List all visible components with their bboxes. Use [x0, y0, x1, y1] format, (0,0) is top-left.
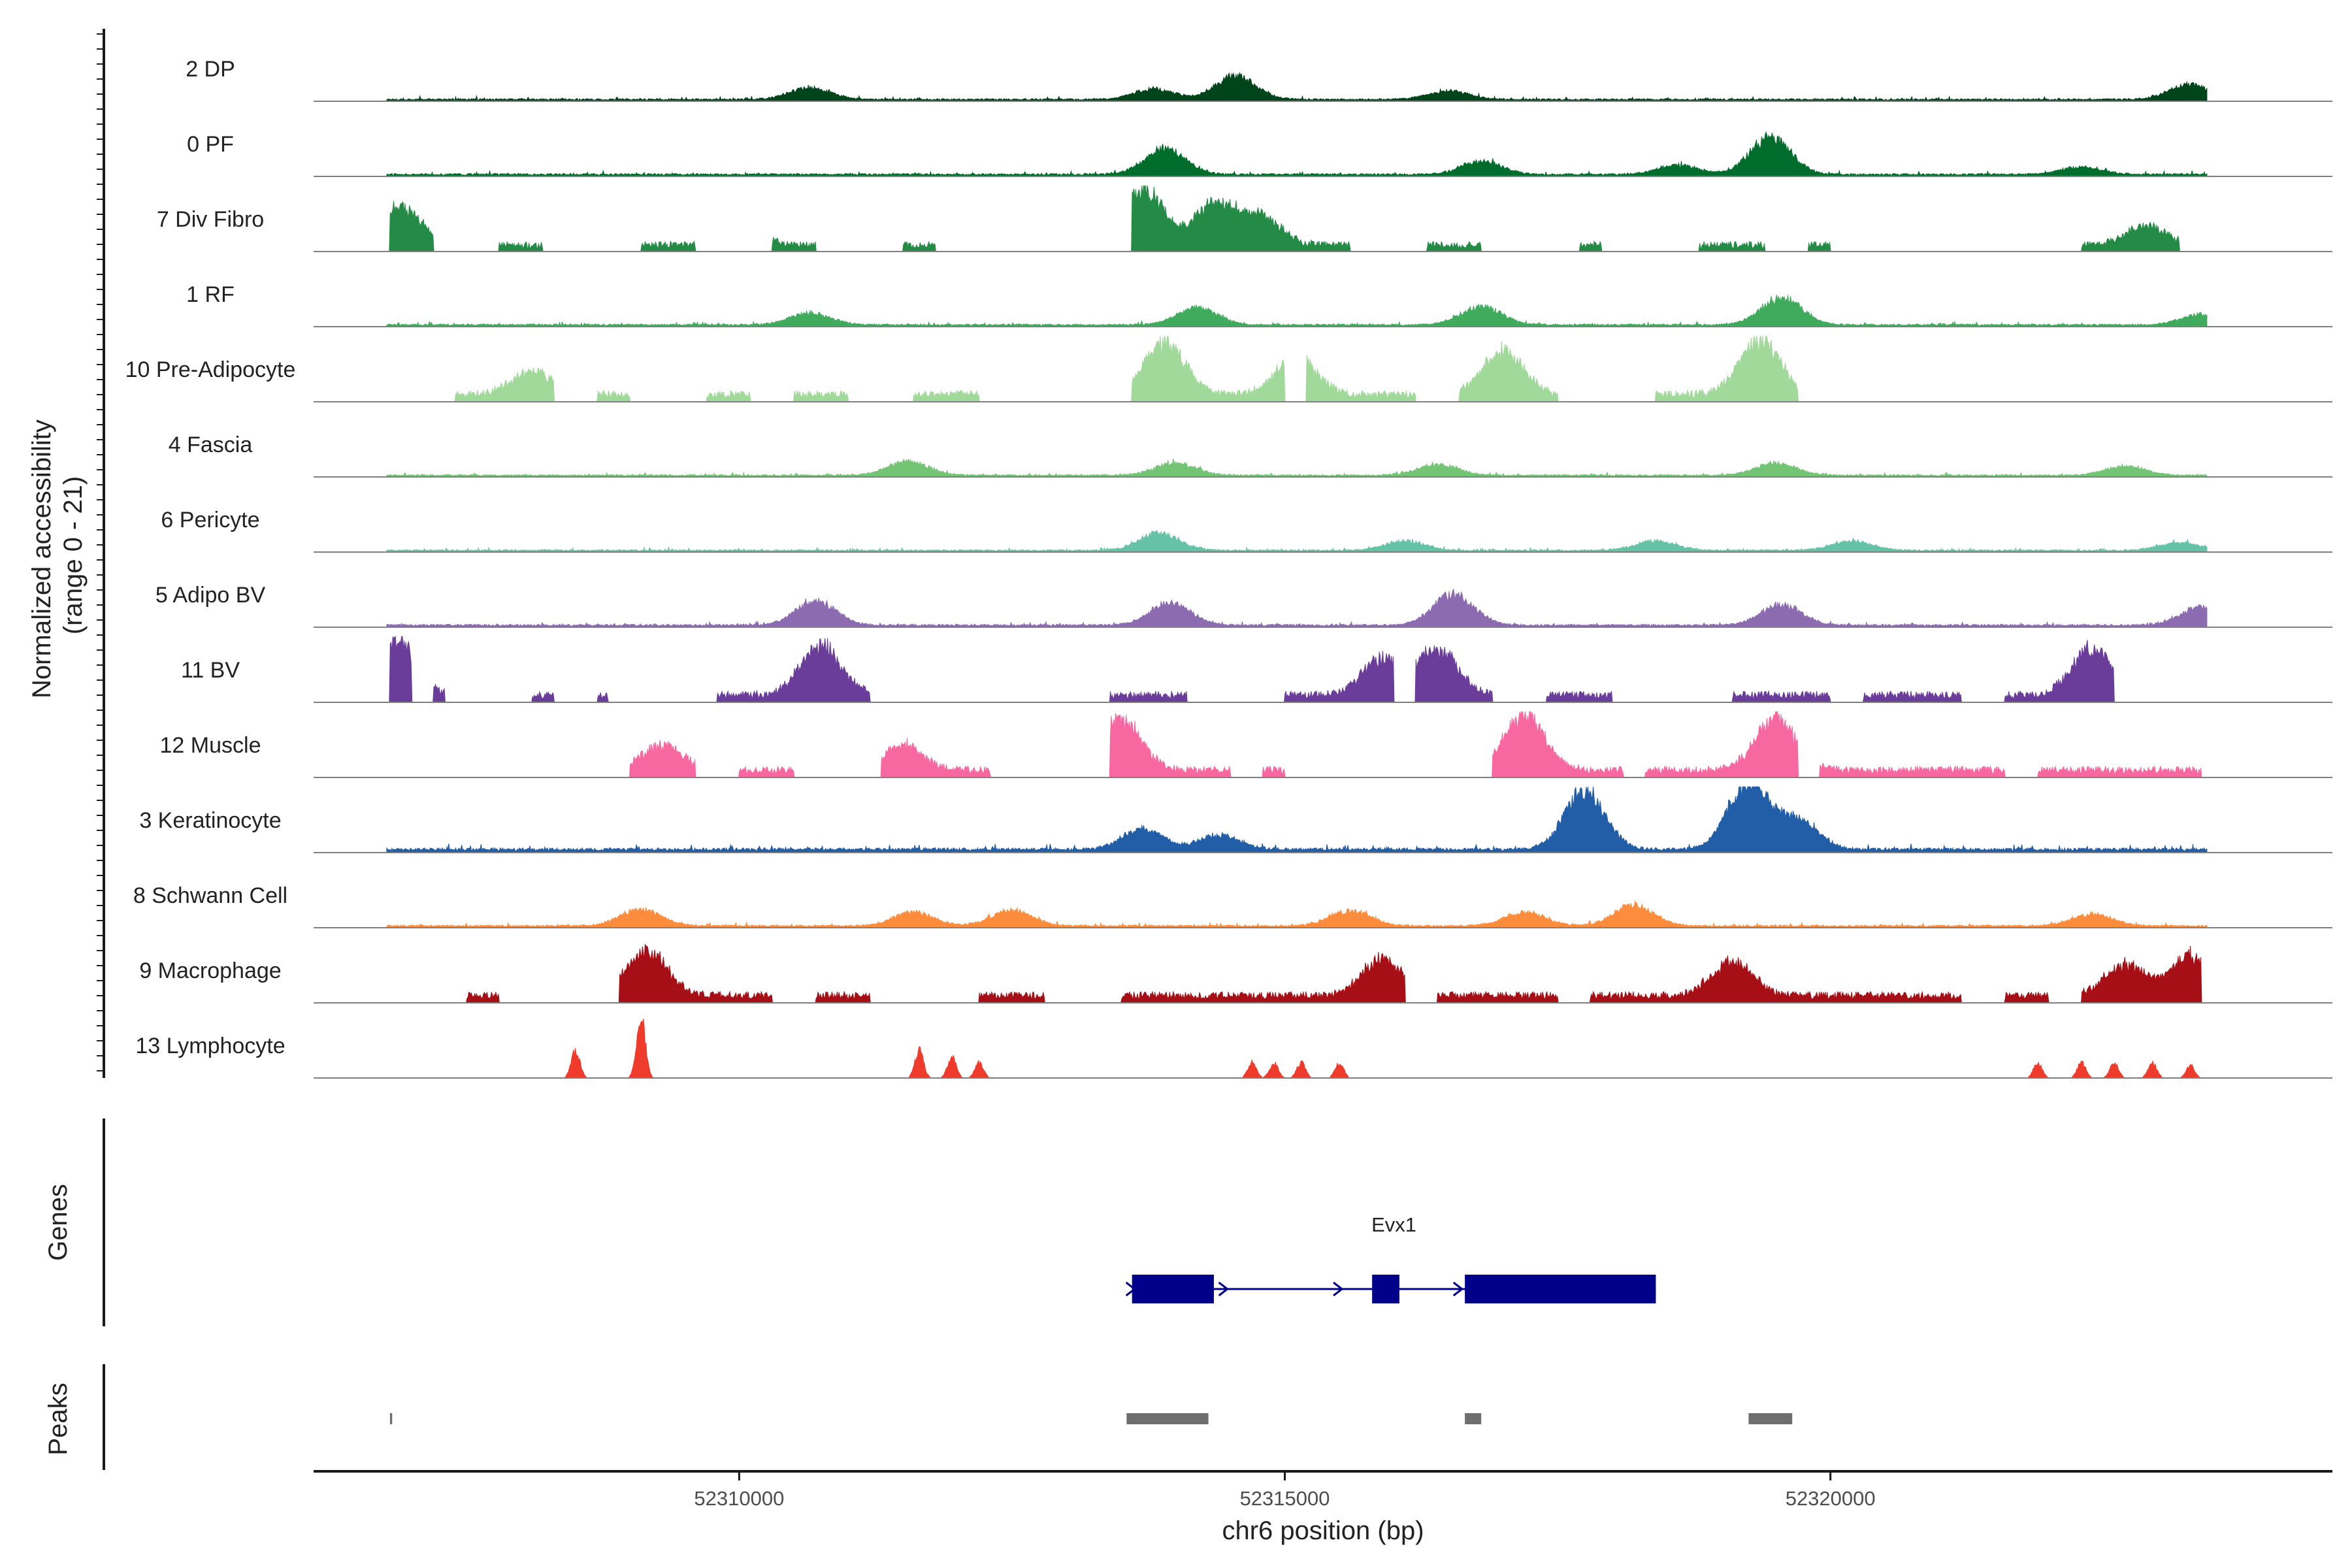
peak-region: [389, 1413, 393, 1424]
track-13-lymphocyte: 13 Lymphocyte: [135, 1019, 2332, 1079]
coverage-y-title-line1: Normalized accessibility: [27, 419, 56, 698]
coverage-area-3-keratinocyte: [386, 786, 2208, 853]
gene-exon: [1465, 1275, 1656, 1303]
strand-arrow: [1218, 1281, 1230, 1297]
track-label-5-adipo-bv: 5 Adipo BV: [155, 583, 266, 608]
track-label-4-fascia: 4 Fascia: [169, 433, 253, 457]
gene-exon: [1372, 1275, 1399, 1303]
gene-name-label: Evx1: [1371, 1213, 1416, 1236]
track-8-schwann-cell: 8 Schwann Cell: [133, 883, 2332, 928]
coverage-y-ticks: [97, 33, 104, 1071]
coverage-area-6-pericyte: [386, 529, 2208, 553]
coverage-area-7-div-fibro: [386, 185, 2207, 252]
coverage-area-9-macrophage: [386, 943, 2207, 1004]
track-10-pre-adipocyte: 10 Pre-Adipocyte: [125, 335, 2332, 402]
coverage-area-13-lymphocyte: [386, 1019, 2207, 1079]
track-12-muscle: 12 Muscle: [160, 711, 2332, 778]
track-2-dp: 2 DP: [186, 57, 2332, 102]
gene-exon: [1132, 1275, 1214, 1303]
track-label-1-rf: 1 RF: [186, 282, 235, 307]
track-label-11-bv: 11 BV: [181, 658, 240, 683]
gene-exons: [1132, 1275, 1656, 1303]
strand-arrow: [1333, 1281, 1344, 1297]
x-axis-ticks: 52310000 52315000 52320000: [694, 1471, 1876, 1510]
coverage-area-0-pf: [386, 131, 2208, 177]
coverage-area-10-pre-adipocyte: [386, 335, 2207, 402]
x-tick-label: 52310000: [694, 1487, 784, 1510]
peak-region: [1748, 1413, 1793, 1424]
peaks-track: [389, 1413, 1793, 1424]
track-label-13-lymphocyte: 13 Lymphocyte: [135, 1034, 285, 1058]
track-label-12-muscle: 12 Muscle: [160, 733, 261, 758]
genes-title: Genes: [44, 1184, 73, 1261]
track-label-0-pf: 0 PF: [187, 132, 234, 157]
track-1-rf: 1 RF: [186, 282, 2332, 327]
coverage-area-4-fascia: [386, 458, 2208, 478]
coverage-tracks: 2 DP 0 PF 7 Div Fibro 1 RF 10 Pre-Adipocyte 4…: [125, 57, 2332, 1079]
gene-evx1: Evx1: [1125, 1213, 1656, 1303]
track-label-2-dp: 2 DP: [186, 57, 235, 82]
peak-region: [1465, 1413, 1482, 1424]
coverage-area-5-adipo-bv: [386, 588, 2208, 628]
x-axis-title: chr6 position (bp): [1222, 1516, 1424, 1545]
track-label-6-pericyte: 6 Pericyte: [161, 508, 259, 532]
x-tick-label: 52320000: [1786, 1487, 1876, 1510]
track-4-fascia: 4 Fascia: [169, 433, 2332, 478]
coverage-area-12-muscle: [386, 711, 2207, 778]
coverage-area-1-rf: [386, 295, 2208, 327]
track-label-9-macrophage: 9 Macrophage: [139, 958, 281, 983]
track-7-div-fibro: 7 Div Fibro: [157, 185, 2332, 252]
track-label-8-schwann-cell: 8 Schwann Cell: [133, 883, 287, 908]
x-tick-label: 52315000: [1240, 1487, 1330, 1510]
track-label-7-div-fibro: 7 Div Fibro: [157, 207, 264, 232]
coverage-area-8-schwann-cell: [386, 900, 2208, 928]
coverage-y-title: Normalized accessibility (range 0 - 21): [27, 412, 88, 698]
peaks-title: Peaks: [44, 1382, 73, 1455]
track-9-macrophage: 9 Macrophage: [139, 943, 2332, 1004]
track-0-pf: 0 PF: [187, 131, 2332, 177]
track-label-10-pre-adipocyte: 10 Pre-Adipocyte: [125, 357, 296, 382]
track-6-pericyte: 6 Pericyte: [161, 508, 2332, 553]
coverage-area-2-dp: [386, 72, 2208, 102]
coverage-y-title-line2: (range 0 - 21): [59, 476, 88, 634]
track-label-3-keratinocyte: 3 Keratinocyte: [139, 808, 281, 833]
strand-arrow: [1452, 1281, 1464, 1297]
track-3-keratinocyte: 3 Keratinocyte: [139, 786, 2332, 853]
track-5-adipo-bv: 5 Adipo BV: [155, 583, 2332, 628]
peak-region: [1126, 1413, 1209, 1424]
track-11-bv: 11 BV: [181, 636, 2332, 703]
coverage-area-11-bv: [386, 636, 2207, 703]
